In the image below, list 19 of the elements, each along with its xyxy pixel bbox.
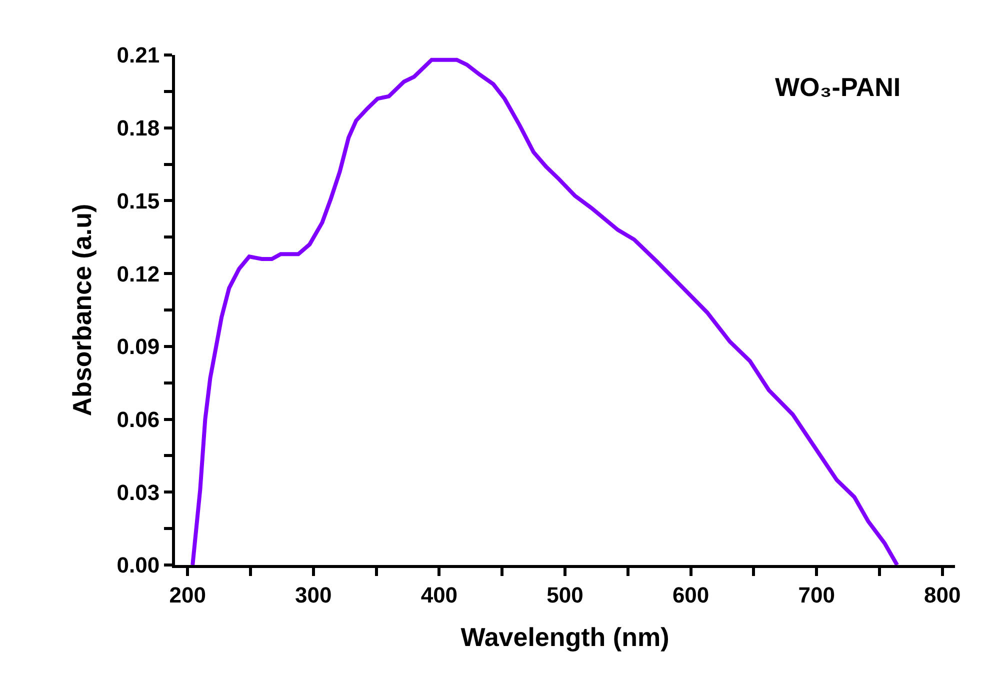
x-tick-label: 500 (546, 582, 584, 608)
text: 0.00 (116, 552, 160, 578)
y-tick-label: 0.06 (116, 406, 160, 432)
annotation: WO₃-PANI (775, 72, 901, 102)
y-tick-label: 0.18 (116, 116, 160, 141)
x-tick-label: 300 (295, 582, 332, 608)
x-tick-label: 600 (672, 582, 710, 608)
y-tick-label: 0.21 (116, 42, 160, 68)
x-tick-label: 200 (169, 582, 206, 608)
y-tick-label: 0.03 (116, 480, 160, 505)
x-tick-label: 400 (420, 582, 458, 608)
y-tick-label: 0.15 (116, 188, 160, 214)
y-tick-label: 0.12 (116, 261, 160, 286)
line-series (190, 58, 900, 565)
y-axis-title: Absorbance (a.u) (67, 204, 98, 416)
x-tick-label: 700 (798, 582, 835, 608)
x-tick-label: 800 (924, 582, 961, 608)
y-tick-label: 0.09 (116, 334, 160, 360)
x-axis-title: Wavelength (nm) (460, 622, 670, 652)
